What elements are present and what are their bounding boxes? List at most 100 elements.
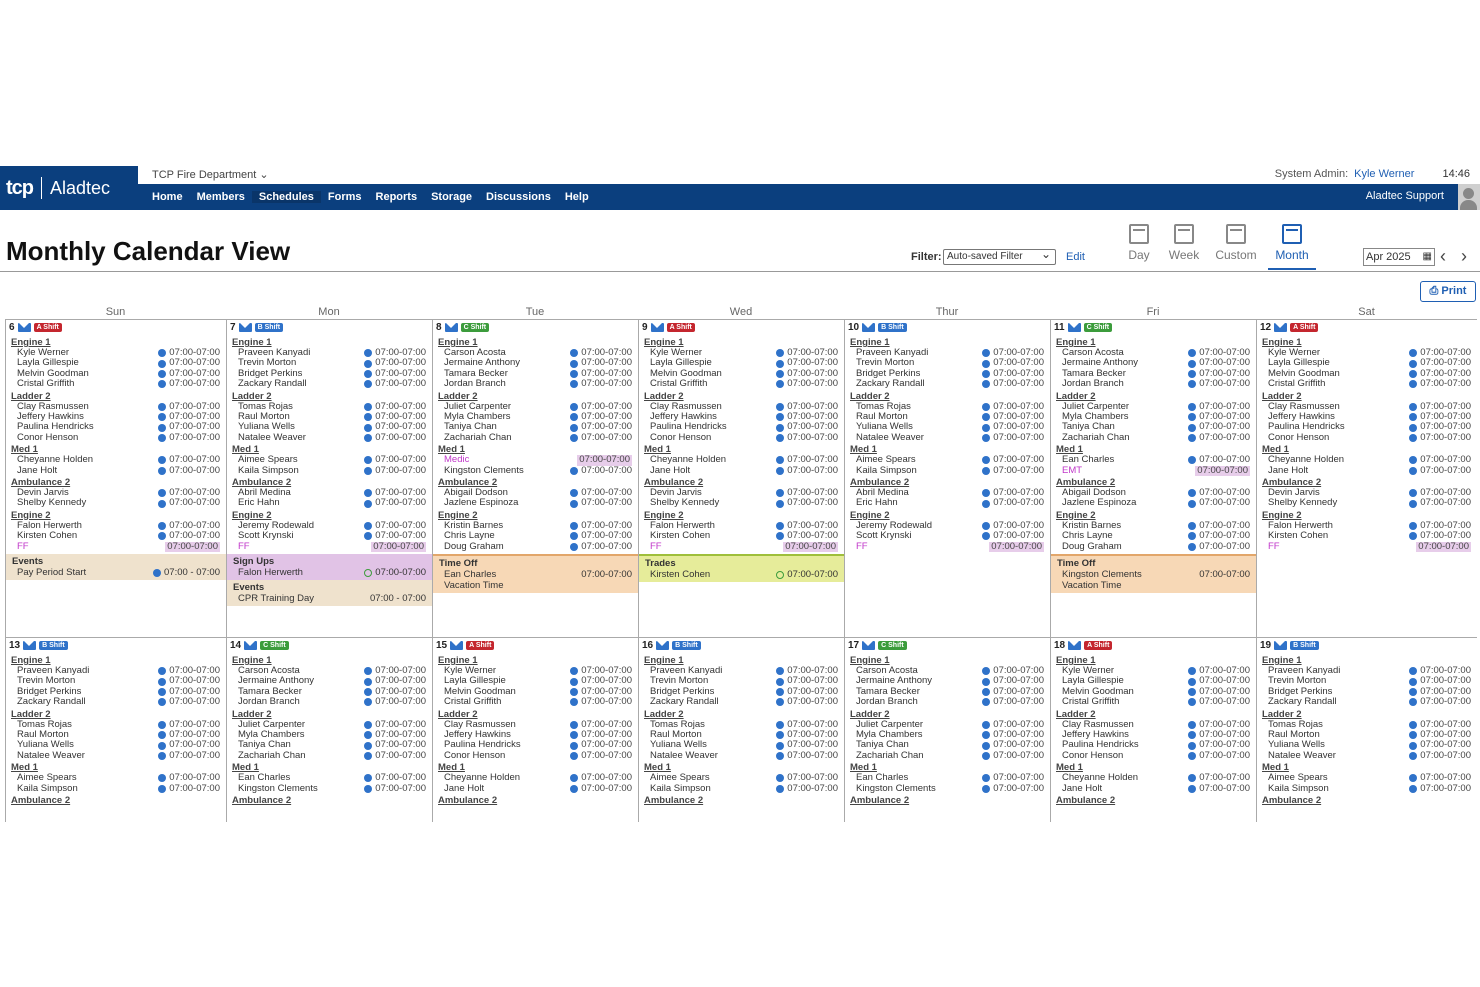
chevron-right-icon[interactable]: › xyxy=(1461,246,1467,266)
unit-name[interactable]: Med 1 xyxy=(438,444,465,456)
member-row[interactable]: Conor Henson 07:00-07:00 xyxy=(1262,432,1477,443)
unit-name[interactable]: Ambulance 2 xyxy=(1262,477,1322,489)
view-day-button[interactable]: Day xyxy=(1113,224,1165,262)
member-row[interactable]: Jermaine Anthony 07:00-07:00 xyxy=(1056,357,1256,368)
unit-name[interactable]: Ladder 2 xyxy=(232,708,272,720)
member-row[interactable]: Zackary Randall 07:00-07:00 xyxy=(11,696,226,707)
unit-name[interactable]: Med 1 xyxy=(1262,762,1289,774)
member-row[interactable]: Shelby Kennedy 07:00-07:00 xyxy=(1262,498,1477,509)
member-row[interactable]: Kirsten Cohen 07:00-07:00 xyxy=(1262,530,1477,541)
day-number[interactable]: 9 xyxy=(642,321,648,333)
member-row[interactable]: Aimee Spears 07:00-07:00 xyxy=(644,772,844,783)
unit-name[interactable]: Med 1 xyxy=(438,762,465,774)
member-row[interactable]: Jeffery Hawkins 07:00-07:00 xyxy=(644,411,844,422)
member-row[interactable]: Cheyanne Holden 07:00-07:00 xyxy=(438,772,638,783)
print-button[interactable]: ⎙ Print xyxy=(1420,281,1476,302)
unit-name[interactable]: Engine 1 xyxy=(850,655,890,666)
member-row[interactable]: FF 07:00-07:00 xyxy=(644,541,844,553)
member-row[interactable]: Jeffery Hawkins 07:00-07:00 xyxy=(1056,729,1256,740)
member-row[interactable]: Kirsten Cohen 07:00-07:00 xyxy=(644,530,844,541)
unit-name[interactable]: Med 1 xyxy=(850,762,877,774)
member-row[interactable]: Yuliana Wells 07:00-07:00 xyxy=(1262,740,1477,751)
event-block-signups[interactable]: Sign Ups Falon Herwerth 07:00-07:00 xyxy=(227,554,432,581)
unit-name[interactable]: Ladder 2 xyxy=(644,708,684,720)
aladtec-support-link[interactable]: Aladtec Support xyxy=(1365,190,1444,202)
member-row[interactable]: Bridget Perkins 07:00-07:00 xyxy=(232,368,432,379)
day-number[interactable]: 14 xyxy=(230,639,242,651)
day-number[interactable]: 8 xyxy=(436,321,442,333)
chevron-left-icon[interactable]: ‹ xyxy=(1440,246,1446,266)
member-row[interactable]: Kingston Clements 07:00-07:00 xyxy=(850,783,1050,794)
member-row[interactable]: Jordan Branch 07:00-07:00 xyxy=(438,378,638,389)
member-row[interactable]: Tamara Becker 07:00-07:00 xyxy=(438,368,638,379)
member-row[interactable]: Jordan Branch 07:00-07:00 xyxy=(850,696,1050,707)
unit-name[interactable]: Ladder 2 xyxy=(11,708,51,720)
day-cell[interactable]: 8 C Shift Engine 1 Carson Acosta 07:00-07:00… xyxy=(432,320,638,637)
mail-icon[interactable] xyxy=(444,322,458,332)
member-row[interactable]: Devin Jarvis 07:00-07:00 xyxy=(644,487,844,498)
mail-icon[interactable] xyxy=(862,322,876,332)
month-date-picker[interactable]: Apr 2025 xyxy=(1363,248,1435,266)
member-row[interactable]: Natalee Weaver 07:00-07:00 xyxy=(1262,750,1477,761)
member-row[interactable]: Melvin Goodman 07:00-07:00 xyxy=(644,368,844,379)
member-row[interactable]: Jane Holt 07:00-07:00 xyxy=(1262,465,1477,476)
member-row[interactable]: Jermaine Anthony 07:00-07:00 xyxy=(232,675,432,686)
member-row[interactable]: Paulina Hendricks 07:00-07:00 xyxy=(1262,422,1477,433)
member-row[interactable]: Cristal Griffith 07:00-07:00 xyxy=(1262,378,1477,389)
unit-name[interactable]: Ambulance 2 xyxy=(850,477,910,489)
member-row[interactable]: Kaila Simpson 07:00-07:00 xyxy=(1262,783,1477,794)
member-row[interactable]: Ean Charles 07:00-07:00 xyxy=(232,772,432,783)
member-row[interactable]: Jazlene Espinoza 07:00-07:00 xyxy=(438,498,638,509)
member-row[interactable]: Falon Herwerth 07:00-07:00 xyxy=(1262,520,1477,531)
member-row[interactable]: Kristin Barnes 07:00-07:00 xyxy=(1056,520,1256,531)
member-row[interactable]: Bridget Perkins 07:00-07:00 xyxy=(850,368,1050,379)
member-row[interactable]: Chris Layne 07:00-07:00 xyxy=(438,530,638,541)
member-row[interactable]: Kyle Werner 07:00-07:00 xyxy=(438,665,638,676)
member-row[interactable]: Kyle Werner 07:00-07:00 xyxy=(644,347,844,358)
member-row[interactable]: Zachariah Chan 07:00-07:00 xyxy=(1056,432,1256,443)
unit-name[interactable]: Ladder 2 xyxy=(850,390,890,402)
member-row[interactable]: Raul Morton 07:00-07:00 xyxy=(1262,729,1477,740)
mail-icon[interactable] xyxy=(17,322,31,332)
member-row[interactable]: Aimee Spears 07:00-07:00 xyxy=(11,772,226,783)
member-row[interactable]: Raul Morton 07:00-07:00 xyxy=(232,411,432,422)
day-number[interactable]: 15 xyxy=(436,639,448,651)
unit-name[interactable]: Engine 1 xyxy=(232,655,272,666)
unit-name[interactable]: Med 1 xyxy=(1262,444,1289,456)
member-row[interactable]: Scott Krynski 07:00-07:00 xyxy=(232,530,432,541)
day-number[interactable]: 13 xyxy=(9,639,21,651)
member-row[interactable]: Jordan Branch 07:00-07:00 xyxy=(232,696,432,707)
member-row[interactable]: Juliet Carpenter 07:00-07:00 xyxy=(850,719,1050,730)
day-number[interactable]: 10 xyxy=(848,321,860,333)
member-row[interactable]: Abigail Dodson 07:00-07:00 xyxy=(1056,487,1256,498)
member-row[interactable]: Praveen Kanyadi 07:00-07:00 xyxy=(644,665,844,676)
member-row[interactable]: Doug Graham 07:00-07:00 xyxy=(1056,541,1256,552)
member-row[interactable]: Taniya Chan 07:00-07:00 xyxy=(232,740,432,751)
mail-icon[interactable] xyxy=(450,640,464,650)
member-row[interactable]: Clay Rasmussen 07:00-07:00 xyxy=(644,401,844,412)
unit-name[interactable]: Med 1 xyxy=(850,444,877,456)
member-row[interactable]: Natalee Weaver 07:00-07:00 xyxy=(11,750,226,761)
member-row[interactable]: Devin Jarvis 07:00-07:00 xyxy=(11,487,226,498)
member-row[interactable]: Myla Chambers 07:00-07:00 xyxy=(232,729,432,740)
member-row[interactable]: Cheyanne Holden 07:00-07:00 xyxy=(1262,454,1477,465)
member-row[interactable]: Clay Rasmussen 07:00-07:00 xyxy=(1056,719,1256,730)
unit-name[interactable]: Med 1 xyxy=(644,444,671,456)
member-row[interactable]: Trevin Morton 07:00-07:00 xyxy=(644,675,844,686)
day-cell[interactable]: 13 B Shift Engine 1 Praveen Kanyadi 07:00-07… xyxy=(5,638,226,822)
member-row[interactable]: Praveen Kanyadi 07:00-07:00 xyxy=(232,347,432,358)
mail-icon[interactable] xyxy=(238,322,252,332)
member-row[interactable]: Myla Chambers 07:00-07:00 xyxy=(438,411,638,422)
member-row[interactable]: Myla Chambers 07:00-07:00 xyxy=(1056,411,1256,422)
unit-name[interactable]: Med 1 xyxy=(1056,762,1083,774)
day-number[interactable]: 19 xyxy=(1260,639,1272,651)
member-row[interactable]: Jeffery Hawkins 07:00-07:00 xyxy=(1262,411,1477,422)
member-row[interactable]: Yuliana Wells 07:00-07:00 xyxy=(11,740,226,751)
unit-name[interactable]: Ladder 2 xyxy=(1262,390,1302,402)
member-row[interactable]: Tomas Rojas 07:00-07:00 xyxy=(11,719,226,730)
member-row[interactable]: Falon Herwerth 07:00-07:00 xyxy=(11,520,226,531)
avatar[interactable] xyxy=(1458,184,1480,210)
unit-name[interactable]: Med 1 xyxy=(1056,444,1083,456)
member-row[interactable]: Cheyanne Holden 07:00-07:00 xyxy=(1056,772,1256,783)
